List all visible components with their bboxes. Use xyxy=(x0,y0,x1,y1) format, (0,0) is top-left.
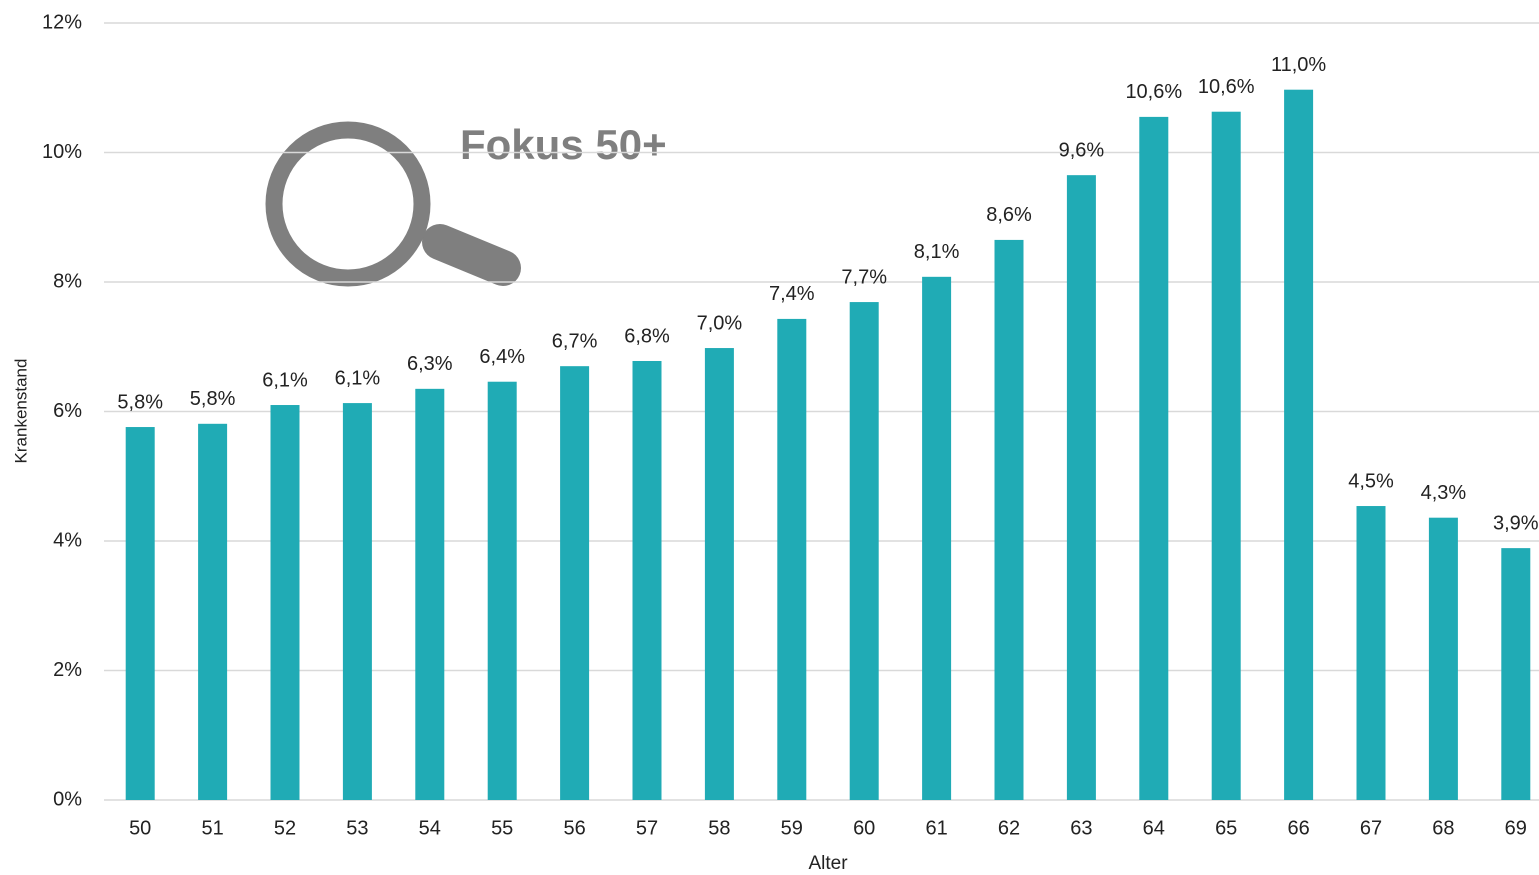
x-tick-label: 55 xyxy=(491,817,513,839)
x-tick-label: 68 xyxy=(1432,817,1454,839)
magnifier-icon xyxy=(265,121,521,287)
x-tick-label: 62 xyxy=(998,817,1020,839)
x-tick-label: 69 xyxy=(1505,817,1527,839)
bar xyxy=(849,302,879,800)
x-tick-label: 67 xyxy=(1360,817,1382,839)
x-tick-label: 51 xyxy=(201,817,223,839)
x-tick-label: 53 xyxy=(346,817,368,839)
y-tick-label: 12% xyxy=(42,11,82,33)
bar xyxy=(270,405,300,800)
bar xyxy=(1428,517,1458,800)
x-tick-label: 64 xyxy=(1143,817,1165,839)
y-tick-label: 10% xyxy=(42,141,82,163)
data-label: 7,7% xyxy=(841,266,887,288)
bar xyxy=(632,360,662,800)
x-tick-label: 54 xyxy=(419,817,441,839)
data-label: 6,1% xyxy=(262,369,308,391)
bar xyxy=(1284,89,1314,800)
data-label: 9,6% xyxy=(1059,139,1105,161)
x-tick-label: 63 xyxy=(1070,817,1092,839)
data-label: 3,9% xyxy=(1493,512,1539,534)
bar xyxy=(777,318,807,800)
data-label: 10,6% xyxy=(1125,81,1182,103)
data-label: 4,3% xyxy=(1421,482,1467,504)
data-label: 5,8% xyxy=(117,391,163,413)
bar xyxy=(922,276,952,800)
x-tick-label: 50 xyxy=(129,817,151,839)
x-tick-label: 52 xyxy=(274,817,296,839)
bar xyxy=(704,348,734,800)
bar xyxy=(415,388,445,800)
data-label: 6,7% xyxy=(552,330,598,352)
x-tick-label: 59 xyxy=(781,817,803,839)
bar xyxy=(1139,116,1169,800)
y-tick-label: 0% xyxy=(53,788,82,810)
data-label: 5,8% xyxy=(190,388,236,410)
data-label: 6,8% xyxy=(624,325,670,347)
data-label: 7,4% xyxy=(769,283,815,305)
x-tick-label: 56 xyxy=(563,817,585,839)
bar xyxy=(198,423,228,800)
bar xyxy=(1066,175,1096,801)
data-label: 4,5% xyxy=(1348,470,1394,492)
bar xyxy=(994,239,1024,801)
x-tick-label: 66 xyxy=(1287,817,1309,839)
annotation: Fokus 50+ xyxy=(460,121,667,168)
data-label: 7,0% xyxy=(697,312,743,334)
x-tick-label: 57 xyxy=(636,817,658,839)
data-label: 8,1% xyxy=(914,241,960,263)
bar xyxy=(1501,548,1531,800)
y-tick-label: 6% xyxy=(53,400,82,422)
bar xyxy=(342,403,372,800)
bar xyxy=(1211,111,1241,800)
data-label: 11,0% xyxy=(1271,54,1326,76)
x-tick-label: 58 xyxy=(708,817,730,839)
bar xyxy=(560,366,590,800)
bar xyxy=(1356,506,1386,800)
data-label: 10,6% xyxy=(1198,76,1255,98)
y-axis-label: Krankenstand xyxy=(11,359,30,464)
data-label: 6,3% xyxy=(407,353,453,375)
y-tick-label: 2% xyxy=(53,659,82,681)
y-tick-label: 8% xyxy=(53,270,82,292)
data-label: 6,4% xyxy=(479,346,525,368)
bar xyxy=(125,427,155,800)
y-tick-label: 4% xyxy=(53,529,82,551)
x-tick-label: 61 xyxy=(925,817,947,839)
bar xyxy=(487,381,517,800)
x-tick-label: 65 xyxy=(1215,817,1237,839)
x-tick-label: 60 xyxy=(853,817,875,839)
data-label: 6,1% xyxy=(335,367,381,389)
data-label: 8,6% xyxy=(986,204,1032,226)
x-axis-label: Alter xyxy=(808,853,848,874)
